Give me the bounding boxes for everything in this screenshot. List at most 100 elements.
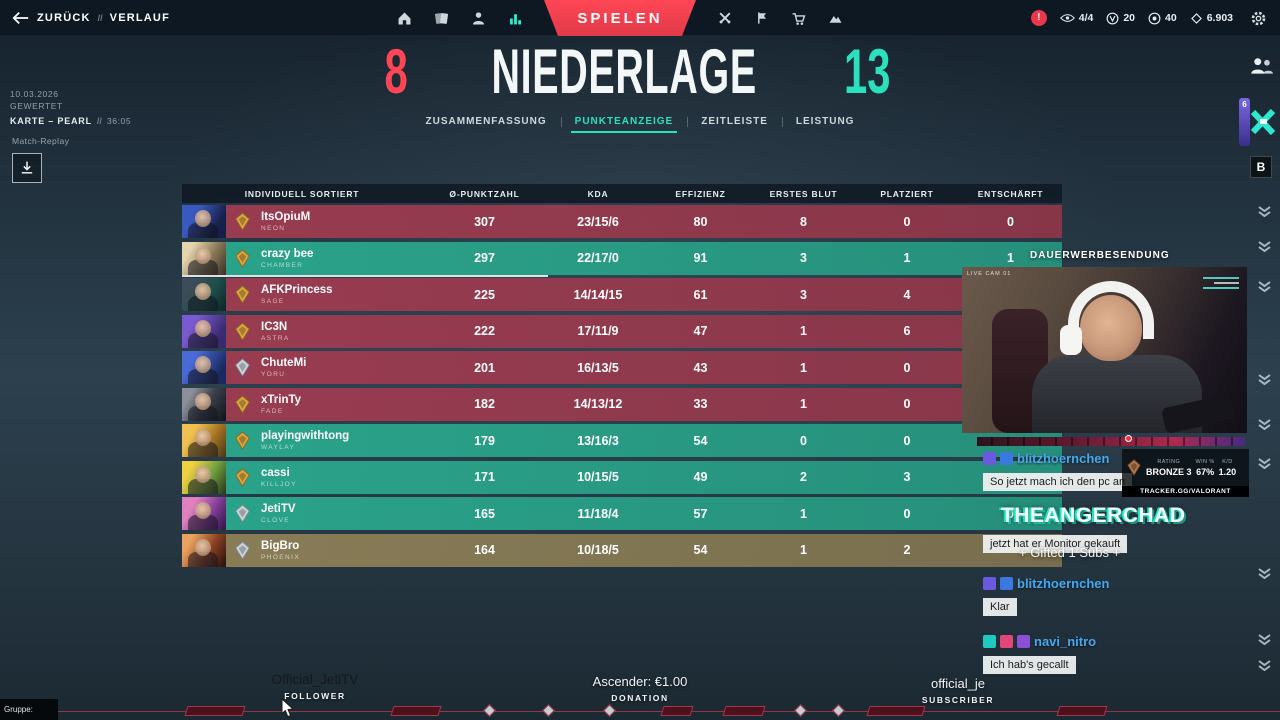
agent-portrait: [182, 241, 226, 275]
volume-slider[interactable]: 6: [1239, 98, 1250, 146]
stat-firstblood: 3: [800, 251, 807, 265]
stat-eff: 49: [693, 470, 708, 484]
overlay-b-badge[interactable]: B: [1250, 156, 1272, 178]
settings-button[interactable]: [1246, 0, 1270, 36]
chat-text: Ich hab's gecallt: [983, 656, 1076, 674]
stat-firstblood: 3: [800, 287, 807, 302]
stat-score: 165: [474, 506, 495, 521]
agent-name: NEON: [261, 225, 286, 232]
eye-icon: [1059, 14, 1075, 22]
notification-alert-icon[interactable]: !: [1030, 10, 1047, 26]
stat-firstblood: 1: [800, 360, 807, 375]
tab-punkteanzeige[interactable]: PUNKTEANZEIGE: [560, 113, 688, 135]
replay-label: Match-Replay: [12, 136, 70, 146]
col-score[interactable]: Ø-PUNKTZAHL: [449, 188, 520, 199]
col-firstblood[interactable]: ERSTES BLUT: [769, 188, 838, 199]
stat-eff: 33: [693, 397, 708, 411]
stat-score: 201: [474, 360, 495, 375]
stat-firstblood: 8: [800, 214, 807, 229]
player-name: playingwithtong: [261, 430, 350, 442]
tracker-widget: RATING BRONZE 3 WIN % 67% K/D 1.20 TRACK…: [1122, 449, 1249, 497]
table-row[interactable]: IC3N ASTRA 222 17/11/9 47 1 6: [182, 314, 1062, 348]
career-icon[interactable]: [497, 0, 534, 36]
table-row[interactable]: BigBro PHOENIX 164 10/18/5 54 1 2: [182, 533, 1062, 567]
tab-zeitleiste[interactable]: ZEITLEISTE: [687, 113, 782, 135]
chevron-down-icon: [1257, 456, 1272, 474]
stat-plants: 0: [903, 433, 911, 448]
player-name: cassi: [261, 466, 290, 479]
tab-zusammenfassung[interactable]: ZUSAMMENFASSUNG: [425, 116, 547, 127]
topbar-status-area: ! 4/4 20 40 6.903: [1030, 0, 1270, 36]
chat-username[interactable]: navi_nitro: [1034, 634, 1097, 649]
col-eff[interactable]: EFFIZIENZ: [675, 188, 726, 199]
table-row[interactable]: JetiTV CLOVE 165 11/18/4 57 1 0 0: [182, 497, 1062, 530]
col-defuses[interactable]: ENTSCHÄRFT: [977, 188, 1044, 199]
esports-icon[interactable]: [706, 0, 743, 36]
tracker-site-label: TRACKER.GG/VALORANT: [1140, 488, 1231, 495]
match-replay: Match-Replay: [12, 136, 69, 183]
stat-plants: 4: [903, 287, 911, 302]
back-button[interactable]: [12, 11, 30, 25]
tab-leistung[interactable]: LEISTUNG: [781, 113, 869, 135]
gear-icon: [1251, 11, 1265, 25]
hud-diamond-icon: [483, 704, 496, 717]
stat-firstblood: 1: [800, 324, 807, 338]
chevron-down-icon: [1257, 239, 1272, 257]
webcam-overlay: LIVE CAM 01: [962, 267, 1247, 433]
chat-username[interactable]: blitzhoernchen: [1017, 451, 1110, 466]
follower-label: FOLLOWER: [284, 691, 346, 701]
donation-widget: Ascender: €1.00 DONATION: [558, 674, 722, 703]
stat-eff: 54: [693, 543, 708, 557]
table-row[interactable]: playingwithtong WAYLAY 179 13/16/3 54 0 0: [182, 424, 1062, 457]
table-row[interactable]: ChuteMi YORU 201 16/13/5 43 1 0: [182, 351, 1062, 384]
stat-kda: 11/18/4: [577, 506, 619, 521]
chat-username[interactable]: blitzhoernchen: [1017, 576, 1110, 591]
agent-portrait: [182, 387, 226, 421]
col-kda[interactable]: KDA: [587, 188, 609, 199]
rank-badge-icon: [226, 504, 258, 523]
col-plants[interactable]: PLATZIERT: [880, 188, 934, 199]
breadcrumb-separator: //: [97, 13, 103, 23]
back-label[interactable]: ZURÜCK: [37, 12, 91, 24]
stat-plants: 3: [903, 470, 911, 484]
result-label: NIEDERLAGE: [491, 37, 757, 108]
match-duration: 36:05: [106, 116, 132, 126]
social-people-icon[interactable]: [1248, 56, 1274, 81]
hud-segment: [660, 706, 694, 716]
chevron-down-icon: [1257, 658, 1272, 676]
stat-defuses: 0: [1007, 214, 1014, 229]
radianite-amount: 6.903: [1206, 12, 1233, 24]
rank-badge-icon: [226, 467, 258, 487]
scoreboard-rows: ItsOpiuM NEON 307 23/15/6 80 8 0 0 crazy …: [182, 205, 1062, 567]
agents-icon[interactable]: [460, 0, 497, 36]
table-row[interactable]: cassi KILLJOY 171 10/15/5 49 2 3: [182, 460, 1062, 494]
rank-badge-icon: [226, 394, 258, 414]
hud-diamond-icon: [603, 704, 616, 717]
agent-name: PHOENIX: [261, 553, 301, 561]
table-row[interactable]: ItsOpiuM NEON 307 23/15/6 80 8 0 0: [182, 205, 1062, 238]
replay-download-button[interactable]: [12, 153, 42, 183]
table-row[interactable]: xTrinTy FADE 182 14/13/12 33 1 0: [182, 387, 1062, 421]
table-row[interactable]: crazy bee CHAMBER 297 22/17/0 91 3 1 1: [182, 241, 1062, 277]
kd-value: 1.20: [1218, 466, 1237, 477]
rank-badge-icon: [226, 540, 258, 560]
section-label: VERLAUF: [109, 12, 171, 24]
collection-icon[interactable]: [423, 0, 460, 36]
col-sort[interactable]: INDIVIDUELL SORTIERT: [244, 188, 360, 199]
vp-coin-icon: [1106, 12, 1119, 24]
table-row[interactable]: AFKPrincess SAGE 225 14/14/15 61 3 4: [182, 278, 1062, 311]
stat-kda: 17/11/9: [577, 324, 619, 338]
stat-eff: 54: [693, 433, 708, 448]
sub-badge-icon: [983, 452, 996, 465]
home-icon[interactable]: [386, 0, 423, 36]
store-icon[interactable]: [780, 0, 817, 36]
agent-portrait: [182, 278, 226, 311]
premier-icon[interactable]: [817, 0, 854, 36]
agent-portrait: [182, 424, 226, 457]
stat-score: 179: [474, 433, 495, 448]
stat-kda: 14/13/12: [573, 397, 623, 411]
follower-name: Official_JetiTV: [271, 672, 359, 687]
play-button[interactable]: SPIELEN: [544, 0, 696, 36]
battlepass-icon[interactable]: [743, 0, 780, 36]
